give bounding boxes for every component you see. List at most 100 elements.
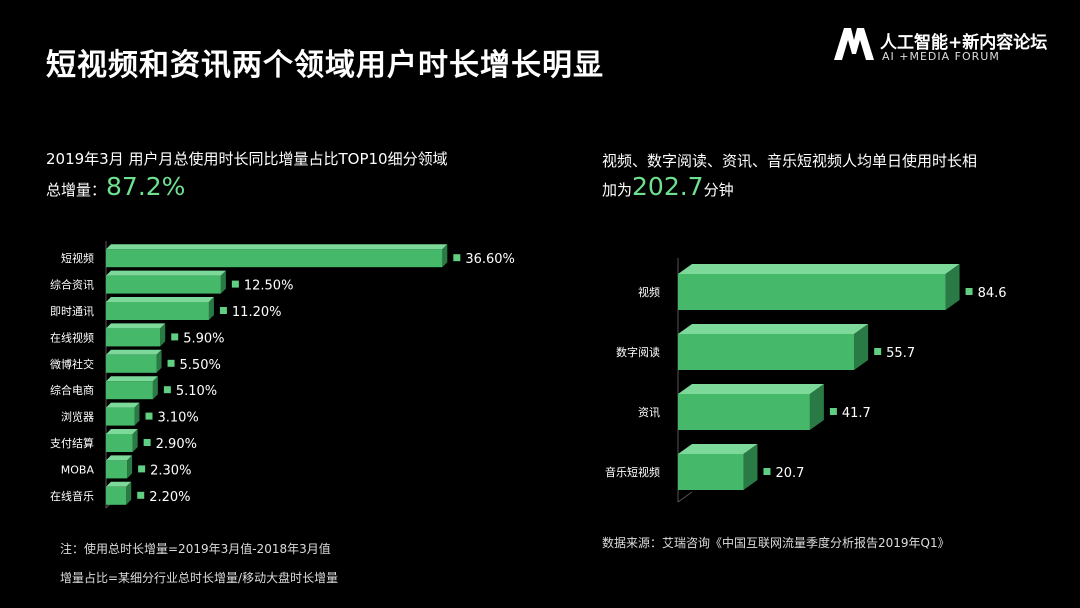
- note-line-1: 注：使用总时长增量=2019年3月值-2018年3月值: [60, 542, 331, 556]
- left-value-label: 2.30%: [150, 463, 191, 478]
- right-category-label: 音乐短视频: [605, 465, 660, 479]
- right-value-label: 55.7: [886, 346, 915, 361]
- left-bar-front: [106, 486, 127, 505]
- left-bar-front: [106, 249, 443, 268]
- left-value-marker: [219, 307, 227, 314]
- left-bar-front: [106, 407, 135, 426]
- right-category-label: 视频: [638, 285, 660, 299]
- total-value: 87.2%: [106, 172, 186, 201]
- left-bar-side: [156, 349, 162, 373]
- page-title: 短视频和资讯两个领域用户时长增长明显: [46, 48, 604, 83]
- right-bar-top: [678, 444, 758, 454]
- right-total-value: 202.7: [632, 172, 704, 201]
- left-bar-chart: 36.60% 短视频 12.50% 综合资讯 11.20% 即时通讯 5.90% 在线视频 5.…: [50, 241, 515, 509]
- left-value-label: 5.10%: [176, 384, 217, 399]
- right-bar-front: [678, 454, 744, 490]
- left-bar-6: [106, 402, 140, 426]
- left-value-label: 12.50%: [244, 279, 294, 294]
- right-subtitle-suffix: 分钟: [703, 181, 734, 199]
- right-chart-subtitle: 视频、数字阅读、资讯、音乐短视频人均单日使用时长相: [602, 152, 978, 170]
- left-bar-side: [208, 297, 214, 320]
- left-value-marker: [231, 280, 239, 288]
- left-value-marker: [143, 439, 151, 446]
- right-subtitle-prefix: 加为: [602, 181, 633, 199]
- left-bar-9: [106, 481, 132, 505]
- left-bar-side: [442, 244, 448, 268]
- left-bar-front: [106, 460, 128, 479]
- left-value-marker: [163, 386, 171, 394]
- left-category-label: 在线音乐: [50, 489, 94, 503]
- left-bar-top: [106, 481, 132, 487]
- forum-logo: 人工智能+新内容论坛 AI +MEDIA FORUM: [834, 26, 1064, 66]
- left-category-label: MOBA: [61, 463, 95, 476]
- right-total-line: 加为202.7分钟: [602, 172, 734, 201]
- left-bar-side: [160, 323, 166, 347]
- left-bar-top: [106, 244, 448, 250]
- right-plot-area: 84.6 视频 55.7 数字阅读 41.7 资讯 20.7 音乐短视频: [605, 258, 1007, 503]
- right-value-label: 20.7: [775, 466, 804, 481]
- left-bar-top: [106, 429, 138, 434]
- right-category-label: 数字阅读: [616, 345, 660, 359]
- right-value-marker: [874, 348, 882, 355]
- ma-logo-icon: [834, 28, 874, 60]
- left-value-label: 2.90%: [156, 437, 197, 452]
- left-bar-top: [106, 455, 133, 461]
- left-bar-front: [106, 381, 153, 400]
- right-bar-2: [678, 384, 824, 430]
- left-total-line: 总增量：87.2%: [46, 172, 185, 201]
- left-value-label: 3.10%: [157, 411, 198, 426]
- logo-chinese-text: 人工智能+新内容论坛: [880, 33, 1048, 53]
- left-value-label: 5.50%: [180, 358, 221, 373]
- left-bar-front: [106, 434, 133, 452]
- logo-english-text: AI +MEDIA FORUM: [882, 50, 1000, 63]
- right-bar-1: [678, 324, 869, 370]
- left-bar-top: [106, 323, 166, 329]
- right-bar-front: [678, 334, 855, 370]
- left-bar-2: [106, 297, 214, 320]
- left-bar-front: [106, 354, 157, 373]
- left-category-label: 支付结算: [50, 436, 94, 450]
- left-plot-area: 36.60% 短视频 12.50% 综合资讯 11.20% 即时通讯 5.90% 在线视频 5.…: [50, 241, 515, 509]
- right-value-marker: [965, 288, 973, 295]
- right-bar-top: [678, 324, 869, 334]
- left-bar-5: [106, 376, 158, 400]
- left-bar-side: [134, 402, 140, 426]
- left-value-marker: [145, 412, 153, 420]
- left-bar-top: [106, 349, 162, 355]
- right-bar-side: [854, 324, 869, 370]
- right-bar-top: [678, 264, 960, 274]
- data-source: 数据来源：艾瑞咨询《中国互联网流量季度分析报告2019年Q1》: [602, 536, 950, 550]
- left-category-label: 浏览器: [61, 410, 94, 424]
- left-bar-front: [106, 275, 221, 294]
- right-bar-front: [678, 274, 946, 310]
- left-category-label: 短视频: [61, 251, 94, 265]
- right-bar-3: [678, 444, 758, 490]
- left-value-marker: [453, 254, 461, 262]
- left-bar-top: [106, 297, 214, 302]
- left-chart-subtitle: 2019年3月 用户月总使用时长同比增量占比TOP10细分领域: [46, 150, 448, 168]
- left-bar-3: [106, 323, 166, 347]
- left-category-label: 综合电商: [50, 383, 94, 397]
- left-bar-side: [152, 376, 158, 400]
- right-bar-side: [743, 444, 758, 490]
- left-value-marker: [171, 333, 179, 341]
- left-bar-side: [220, 270, 226, 294]
- left-value-marker: [138, 465, 146, 473]
- left-value-marker: [137, 491, 145, 499]
- left-category-label: 微博社交: [50, 357, 94, 371]
- left-category-label: 即时通讯: [50, 305, 94, 318]
- left-bar-side: [126, 481, 132, 505]
- total-label: 总增量：: [46, 181, 107, 199]
- left-value-marker: [167, 359, 175, 367]
- left-bar-0: [106, 244, 448, 268]
- left-value-label: 36.60%: [465, 252, 515, 267]
- right-value-label: 41.7: [842, 406, 871, 421]
- right-bar-0: [678, 264, 960, 310]
- left-value-label: 5.90%: [183, 331, 224, 346]
- left-bar-8: [106, 455, 133, 479]
- right-value-label: 84.6: [978, 286, 1007, 301]
- left-bar-top: [106, 270, 226, 276]
- left-bar-front: [106, 302, 209, 320]
- note-line-2: 增量占比=某细分行业总时长增量/移动大盘时长增量: [60, 571, 339, 585]
- left-bar-1: [106, 270, 226, 294]
